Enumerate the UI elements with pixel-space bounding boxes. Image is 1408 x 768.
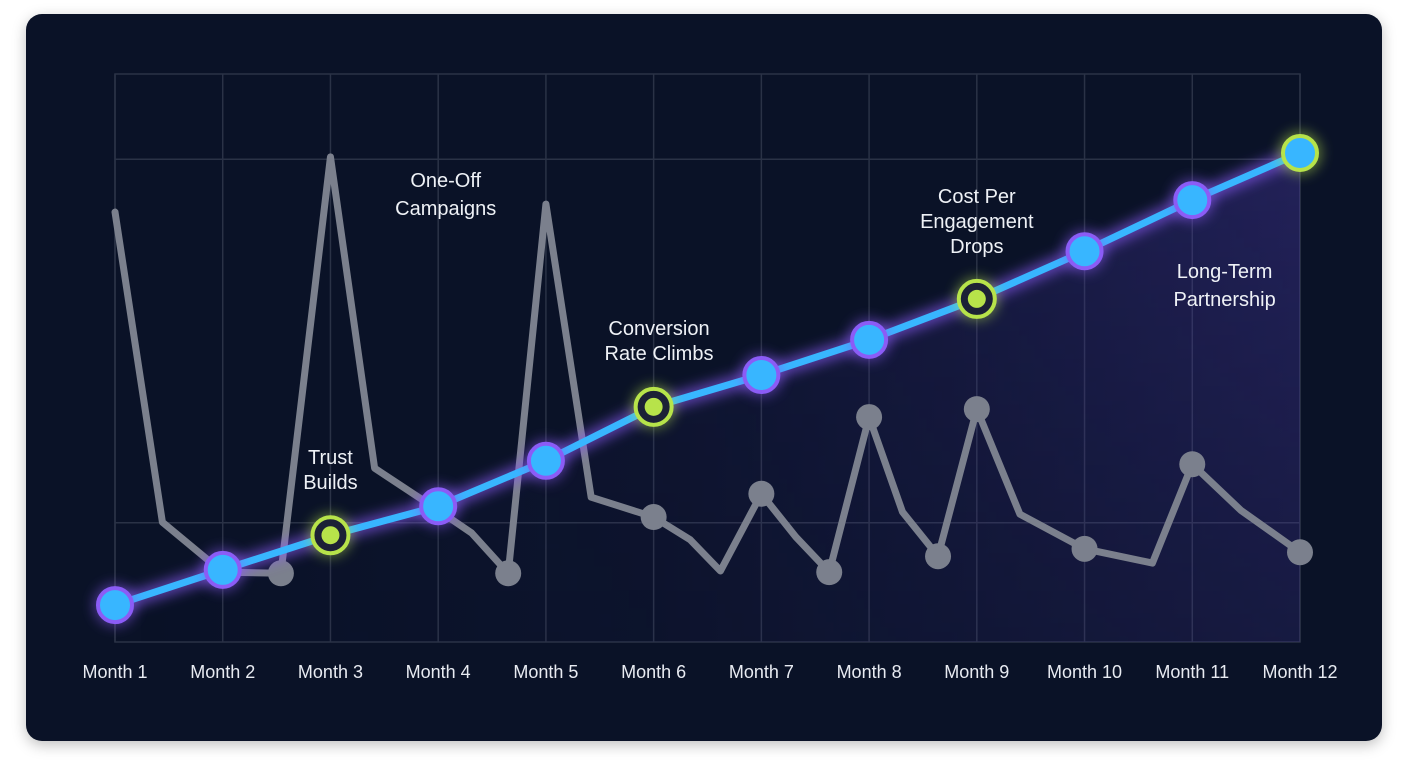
rising-point (1065, 232, 1104, 271)
annotation-label: One-Off Campaigns (395, 170, 496, 220)
annotation-line: Drops (950, 236, 1003, 258)
volatile-point (640, 504, 667, 531)
x-tick-label: Month 10 (1047, 662, 1122, 682)
annotation-label: Conversion Rate Climbs (605, 318, 714, 365)
x-tick-label: Month 9 (944, 662, 1009, 682)
rising-point (203, 550, 242, 589)
x-tick-label: Month 3 (298, 662, 363, 682)
rising-point (96, 586, 134, 625)
volatile-point (495, 560, 522, 587)
rising-point (1173, 181, 1212, 220)
annotation-line: Long-Term (1177, 261, 1273, 283)
volatile-point (816, 559, 843, 586)
x-tick-label: Month 4 (406, 662, 471, 682)
volatile-point (1071, 535, 1098, 562)
volatile-point (267, 560, 294, 587)
x-tick-label: Month 12 (1262, 662, 1337, 682)
annotation-line: Trust (308, 447, 353, 469)
volatile-point (925, 543, 952, 570)
milestone-point-center (644, 397, 663, 416)
rising-point (742, 356, 781, 395)
volatile-point (1179, 451, 1206, 478)
annotation-line: One-Off (410, 170, 481, 192)
x-axis-ticks: Month 1 Month 2 Month 3 Month 4 Month 5 Month… (82, 662, 1337, 682)
annotation-line: Builds (303, 472, 357, 494)
annotation-label: Cost Per Engagement Drops (920, 186, 1034, 258)
volatile-line (111, 153, 1304, 577)
series-rising (93, 130, 1322, 628)
volatile-point (856, 404, 883, 431)
rising-point (419, 487, 458, 526)
milestone-point-center (321, 526, 340, 545)
annotation-line: Campaigns (395, 198, 496, 220)
x-tick-label: Month 7 (729, 662, 794, 682)
annotation-line: Partnership (1173, 289, 1275, 311)
x-tick-label: Month 11 (1155, 662, 1229, 682)
annotations: Trust Builds One-Off Campaigns Conversion Rat… (303, 170, 1276, 494)
rising-point (850, 320, 889, 359)
rising-point (1281, 133, 1319, 172)
annotation-label: Long-Term Partnership (1173, 261, 1275, 311)
volatile-point (963, 396, 990, 423)
annotation-line: Rate Climbs (605, 343, 714, 365)
x-tick-label: Month 8 (837, 662, 902, 682)
x-tick-label: Month 6 (621, 662, 686, 682)
annotation-label: Trust Builds (303, 447, 357, 494)
annotation-line: Conversion (608, 318, 709, 340)
milestone-point-center (967, 289, 986, 308)
annotation-line: Cost Per (938, 186, 1016, 208)
x-tick-label: Month 2 (190, 662, 255, 682)
x-tick-label: Month 5 (513, 662, 578, 682)
rising-point (526, 441, 565, 480)
series-volatile (111, 153, 1313, 587)
volatile-point (748, 480, 775, 507)
x-tick-label: Month 1 (82, 662, 147, 682)
annotation-line: Engagement (920, 211, 1034, 233)
volatile-point (1287, 539, 1313, 566)
